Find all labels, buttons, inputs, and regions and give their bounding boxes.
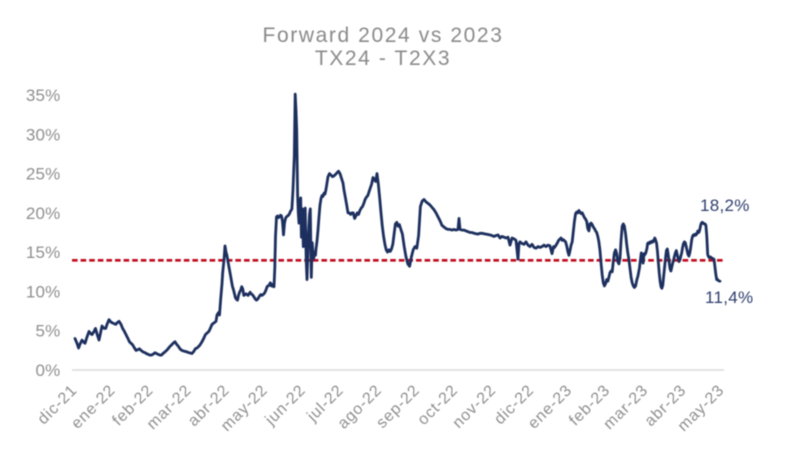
svg-text:sep-22: sep-22	[373, 382, 423, 432]
svg-text:15%: 15%	[26, 243, 61, 262]
svg-text:10%: 10%	[26, 282, 61, 301]
svg-text:nov-22: nov-22	[450, 382, 500, 432]
svg-text:35%: 35%	[26, 86, 61, 105]
svg-text:0%: 0%	[36, 361, 61, 380]
svg-text:jun-22: jun-22	[262, 382, 310, 430]
svg-text:30%: 30%	[26, 125, 61, 144]
svg-text:5%: 5%	[36, 322, 61, 341]
svg-text:18,2%: 18,2%	[700, 196, 750, 215]
svg-text:TX24 - T2X3: TX24 - T2X3	[315, 47, 451, 70]
svg-text:Forward 2024 vs 2023: Forward 2024 vs 2023	[263, 24, 504, 47]
svg-text:20%: 20%	[26, 204, 61, 223]
svg-text:25%: 25%	[26, 165, 61, 184]
svg-text:11,4%: 11,4%	[705, 288, 753, 307]
